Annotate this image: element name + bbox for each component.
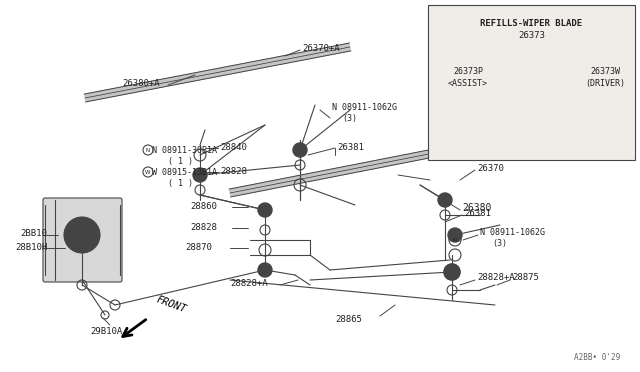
Text: 2BB10: 2BB10 xyxy=(20,228,47,237)
Circle shape xyxy=(444,264,460,280)
Text: ( 1 ): ( 1 ) xyxy=(168,179,193,187)
Text: REFILLS-WIPER BLADE: REFILLS-WIPER BLADE xyxy=(481,19,582,28)
Text: N 08911-30B1A: N 08911-30B1A xyxy=(152,145,217,154)
Text: 26381: 26381 xyxy=(464,208,491,218)
Text: W 08915-13B1A: W 08915-13B1A xyxy=(152,167,217,176)
Circle shape xyxy=(78,231,86,239)
Text: 29B10A: 29B10A xyxy=(90,327,122,337)
Text: 28870: 28870 xyxy=(185,243,212,251)
Text: 28865: 28865 xyxy=(335,315,362,324)
Text: 26373P: 26373P xyxy=(453,67,483,76)
Text: N: N xyxy=(453,237,457,243)
FancyBboxPatch shape xyxy=(43,198,122,282)
Text: (3): (3) xyxy=(492,238,507,247)
Circle shape xyxy=(258,263,272,277)
Text: (3): (3) xyxy=(342,113,357,122)
Circle shape xyxy=(74,227,90,243)
Text: 26370: 26370 xyxy=(477,164,504,173)
Text: 28B10H: 28B10H xyxy=(15,243,47,251)
Text: 28828+A: 28828+A xyxy=(477,273,515,282)
Text: 28828: 28828 xyxy=(190,222,217,231)
Text: <ASSIST>: <ASSIST> xyxy=(448,79,488,88)
Circle shape xyxy=(193,168,207,182)
Text: W: W xyxy=(145,170,151,174)
Circle shape xyxy=(293,143,307,157)
Text: 28875: 28875 xyxy=(512,273,539,282)
Circle shape xyxy=(438,193,452,207)
Text: (DRIVER): (DRIVER) xyxy=(585,79,625,88)
Text: N: N xyxy=(146,148,150,153)
Circle shape xyxy=(64,217,100,253)
Text: 28860: 28860 xyxy=(190,202,217,211)
Text: 28840: 28840 xyxy=(220,142,247,151)
Text: ( 1 ): ( 1 ) xyxy=(168,157,193,166)
Circle shape xyxy=(258,203,272,217)
Text: N 08911-1062G: N 08911-1062G xyxy=(480,228,545,237)
Text: A2BB• 0'29: A2BB• 0'29 xyxy=(573,353,620,362)
Text: 26373W: 26373W xyxy=(590,67,620,76)
Text: 26380+A: 26380+A xyxy=(122,78,159,87)
Circle shape xyxy=(448,228,462,242)
Text: 26373: 26373 xyxy=(518,31,545,40)
Text: 26381: 26381 xyxy=(337,142,364,151)
Text: 26370+A: 26370+A xyxy=(302,44,340,52)
Text: 28828: 28828 xyxy=(220,167,247,176)
Text: N 08911-1062G: N 08911-1062G xyxy=(332,103,397,112)
Text: FRONT: FRONT xyxy=(155,295,188,315)
Bar xyxy=(428,5,635,160)
Text: 28828+A: 28828+A xyxy=(230,279,268,289)
Text: 26380: 26380 xyxy=(462,203,492,213)
